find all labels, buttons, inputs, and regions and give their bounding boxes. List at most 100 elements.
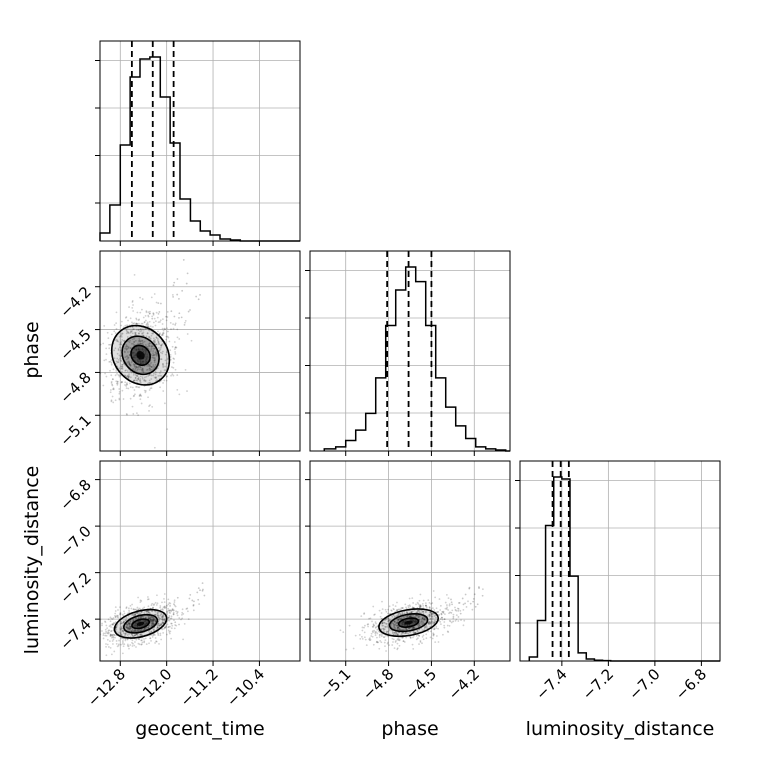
scatter-point (383, 622, 386, 624)
scatter-point (421, 619, 423, 621)
scatter-point (112, 388, 115, 391)
scatter-point (134, 608, 136, 611)
scatter-point (388, 629, 391, 632)
scatter-point (393, 621, 396, 624)
scatter-point (154, 620, 157, 622)
scatter-point (172, 357, 175, 360)
scatter-point (373, 629, 376, 632)
scatter-point (141, 367, 144, 370)
scatter-point (415, 634, 418, 637)
scatter-point (175, 624, 178, 627)
scatter-point (438, 598, 441, 600)
scatter-point (412, 636, 414, 639)
scatter-point (431, 615, 434, 618)
scatter-point (133, 629, 136, 632)
scatter-point (117, 348, 120, 350)
scatter-point (147, 605, 150, 608)
scatter-point (151, 616, 153, 618)
scatter-point (413, 632, 416, 634)
scatter-point (474, 605, 477, 608)
scatter-point (134, 363, 137, 366)
x-tick-label-phase: −5.1 (316, 665, 354, 703)
scatter-point (143, 606, 146, 609)
scatter-point (133, 379, 136, 382)
scatter-point (112, 388, 114, 391)
scatter-point (397, 614, 400, 617)
scatter-point (402, 631, 404, 634)
scatter-point (127, 356, 129, 359)
scatter-point (114, 615, 117, 618)
scatter-point (165, 338, 168, 341)
scatter-point (150, 640, 152, 642)
scatter-point (174, 352, 177, 355)
scatter-point (132, 304, 134, 306)
scatter-point (181, 289, 184, 292)
scatter-point (157, 330, 159, 333)
scatter-point (118, 392, 121, 395)
scatter-point (427, 621, 430, 624)
scatter-point (117, 609, 119, 611)
scatter-point (145, 335, 148, 338)
scatter-point (446, 604, 448, 606)
scatter-point (155, 640, 158, 643)
scatter-point (124, 632, 127, 634)
scatter-point (151, 610, 154, 613)
scatter-point (396, 627, 399, 630)
scatter-point (454, 619, 457, 622)
scatter-point (141, 377, 144, 380)
scatter-point (154, 619, 157, 622)
scatter-point (418, 623, 421, 626)
scatter-point (162, 332, 164, 334)
scatter-point (150, 618, 152, 621)
scatter-point (152, 623, 155, 626)
scatter-point (435, 635, 438, 637)
scatter-point (167, 336, 170, 339)
density-level (404, 620, 413, 625)
scatter-point (377, 641, 380, 644)
scatter-point (147, 375, 150, 377)
scatter-point (120, 367, 123, 370)
scatter-point (424, 617, 426, 620)
scatter-point (421, 617, 424, 620)
scatter-point (409, 615, 412, 618)
scatter-point (153, 628, 155, 631)
scatter-point (156, 354, 158, 357)
scatter-point (116, 339, 119, 342)
scatter-point (419, 604, 422, 607)
scatter-point (154, 363, 157, 366)
scatter-point (134, 393, 136, 396)
scatter-point (115, 628, 118, 631)
scatter-point (174, 346, 177, 349)
scatter-point (124, 633, 127, 636)
scatter-point (127, 360, 130, 363)
scatter-point (121, 370, 123, 373)
scatter-point (116, 383, 119, 386)
scatter-point (128, 624, 131, 627)
scatter-point (141, 368, 143, 371)
scatter-point (123, 351, 126, 354)
contour-line (388, 613, 429, 633)
scatter-point (403, 612, 406, 615)
scatter-point (121, 332, 124, 335)
scatter-point (137, 630, 140, 633)
scatter-point (378, 630, 381, 633)
scatter-point (172, 295, 175, 298)
scatter-point (437, 627, 439, 630)
scatter-point (124, 619, 127, 622)
scatter-point (393, 626, 396, 629)
scatter-point (129, 604, 132, 607)
scatter-point (169, 355, 172, 358)
scatter-point (397, 626, 400, 629)
scatter-point (115, 614, 118, 617)
scatter-point (109, 360, 112, 363)
scatter-point (134, 630, 137, 632)
scatter-point (181, 617, 184, 620)
scatter-point (132, 322, 135, 325)
scatter-point (123, 610, 125, 613)
scatter-point (154, 613, 157, 616)
scatter-point (430, 620, 433, 623)
scatter-point (126, 336, 129, 338)
scatter-point (160, 622, 163, 625)
scatter-point (387, 620, 389, 623)
scatter-point (192, 604, 195, 607)
